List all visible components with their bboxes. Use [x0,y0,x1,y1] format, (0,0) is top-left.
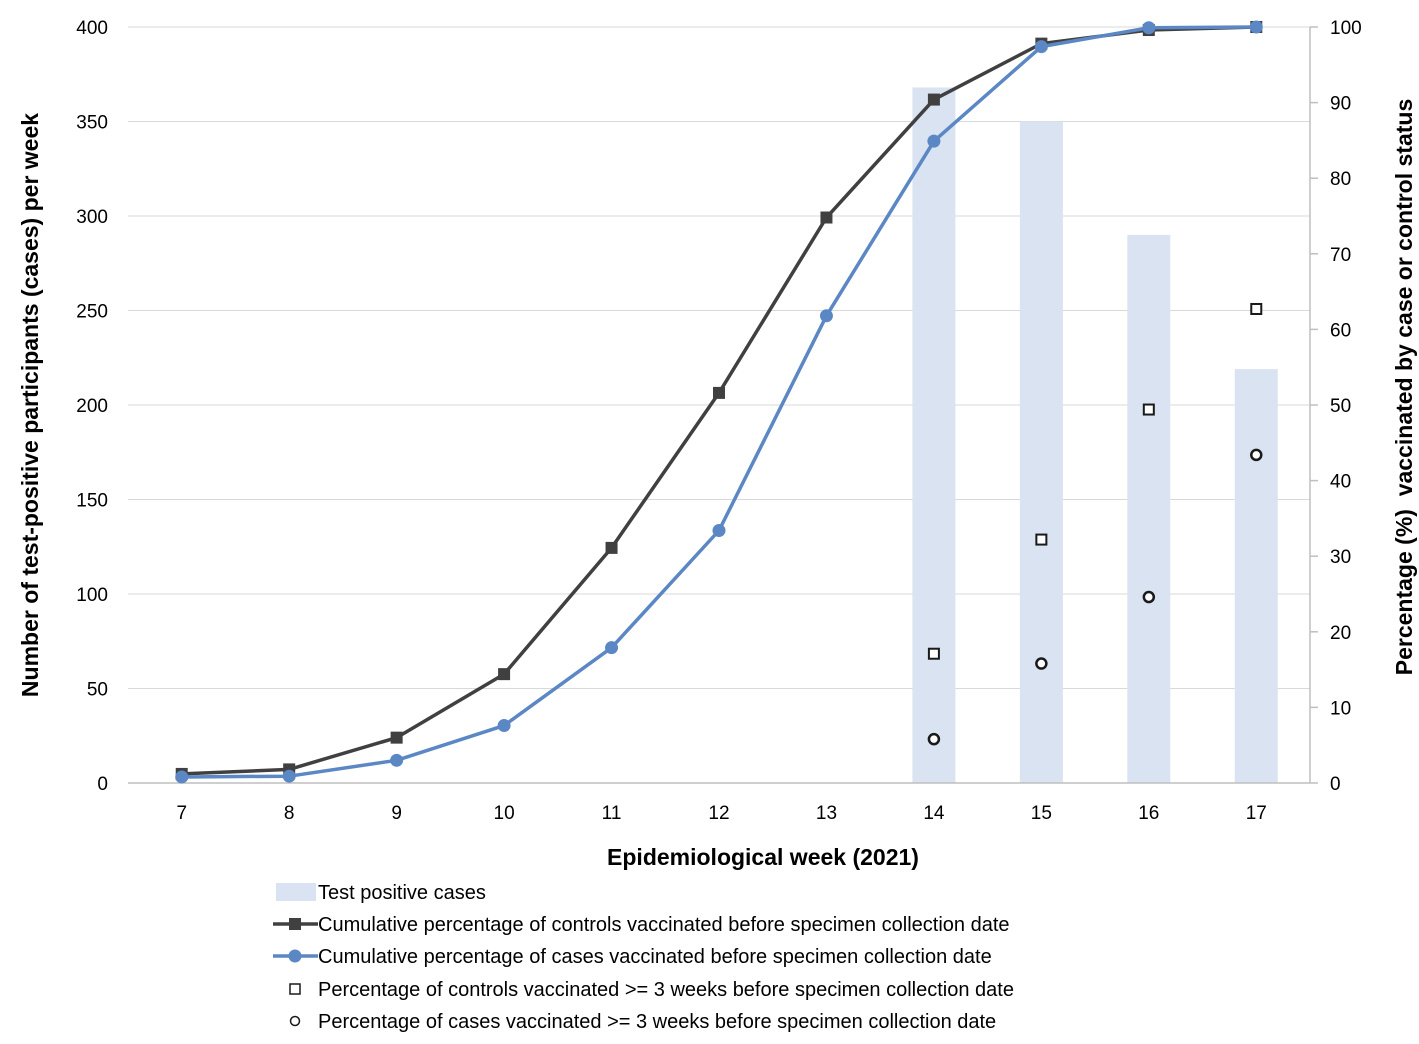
y-axis-right-tick-label: 90 [1330,94,1351,115]
legend-entry-label: Cumulative percentage of cases vaccinate… [318,946,992,968]
legend: Test positive cases Cumulative percentage… [273,882,1014,1033]
legend-swatch-marker [288,949,302,963]
y-axis-left-tick-label: 150 [76,491,108,512]
y-axis-right-tick-label: 60 [1330,320,1351,341]
y-axis-right-tick-label: 20 [1330,623,1351,644]
legend-swatch-marker [289,918,301,930]
x-axis-tick-label: 11 [602,803,622,824]
y-axis-right-tick-label: 80 [1330,169,1351,190]
y-axis-right-tick-label: 70 [1330,245,1351,266]
legend-entry-label: Percentage of controls vaccinated >= 3 w… [318,979,1014,1001]
x-axis-tick-label: 12 [708,803,729,824]
y-axis-left-tick-label: 350 [76,113,108,134]
point-controls-3weeks [927,647,940,660]
point-controls-3weeks [1035,533,1048,546]
axes [128,26,1318,784]
x-axis-tick-label: 13 [816,803,837,824]
y-axis-left-tick-label: 300 [76,207,108,228]
x-axis-tick-label: 14 [923,803,945,824]
point-cases-cumulative [1034,40,1048,54]
y-axis-left-tick-label: 400 [76,18,108,39]
point-controls-cumulative [498,668,511,681]
y-axis-right-tick-label: 100 [1330,18,1362,39]
bar-test-positive-cases [1019,121,1063,783]
y-axis-right-title: Percentage (%) vaccinated by case or con… [1391,99,1417,675]
x-axis-tick-label: 9 [391,803,402,824]
point-cases-cumulative [1142,21,1156,35]
line-series [181,25,1257,779]
y-axis-left-tick-label: 100 [76,585,108,606]
tick-labels: 0 50 100 150 200 250 300 350 400 0 10 20 30 40 50 60 70 8… [76,18,1361,824]
legend-swatch-bar [276,883,316,901]
point-cases-3weeks [1142,590,1156,604]
point-cases-3weeks [927,732,941,746]
x-axis-tick-label: 16 [1138,803,1159,824]
marker-series [175,20,1263,784]
x-axis-tick-label: 15 [1031,803,1052,824]
y-axis-right-tick-label: 10 [1330,698,1351,719]
point-cases-3weeks [1250,448,1263,462]
point-cases-cumulative [712,523,726,537]
y-axis-left-tick-label: 250 [76,302,108,323]
x-axis-tick-label: 8 [284,803,295,824]
x-axis-title: Epidemiological week (2021) [607,844,919,870]
point-cases-3weeks [1035,657,1048,670]
legend-swatch-marker [289,983,301,995]
point-controls-cumulative [927,93,940,106]
bar-test-positive-cases [1234,369,1278,783]
point-cases-cumulative [605,641,619,655]
y-axis-left-tick-label: 50 [87,680,108,701]
x-axis-tick-label: 7 [176,803,187,824]
line-series-1 [181,25,1257,776]
y-axis-left-title: Number of test-positive participants (ca… [17,113,43,697]
y-axis-left-tick-label: 0 [97,774,108,795]
point-controls-3weeks [1142,403,1155,416]
point-controls-cumulative [390,731,403,744]
x-axis-tick-label: 10 [494,803,515,824]
bar-series [912,87,1278,784]
bar-test-positive-cases [912,87,956,784]
point-controls-cumulative [820,211,833,224]
legend-entry-label: Percentage of cases vaccinated >= 3 week… [318,1011,996,1033]
legend-swatch-marker [289,1015,301,1027]
y-axis-right-tick-label: 50 [1330,396,1351,417]
point-cases-cumulative [390,753,404,767]
gridlines [128,26,1310,689]
legend-entry-label: Test positive cases [318,882,486,904]
y-axis-left-tick-label: 200 [76,396,108,417]
y-axis-right-tick-label: 0 [1330,774,1341,795]
point-cases-cumulative [1249,20,1263,34]
point-controls-3weeks [1250,302,1263,315]
y-axis-right-tick-label: 40 [1330,472,1351,493]
point-cases-cumulative [927,134,941,148]
point-cases-cumulative [819,309,833,323]
x-axis-tick-label: 17 [1246,803,1267,824]
point-controls-cumulative [713,386,725,399]
point-controls-cumulative [605,541,618,554]
legend-entry-label: Cumulative percentage of controls vaccin… [318,914,1010,936]
point-cases-cumulative [282,769,296,783]
bar-test-positive-cases [1127,234,1171,783]
point-cases-cumulative [175,770,189,784]
y-axis-right-tick-label: 30 [1330,547,1351,568]
line-series-2 [181,25,1257,779]
point-cases-cumulative [497,719,511,733]
